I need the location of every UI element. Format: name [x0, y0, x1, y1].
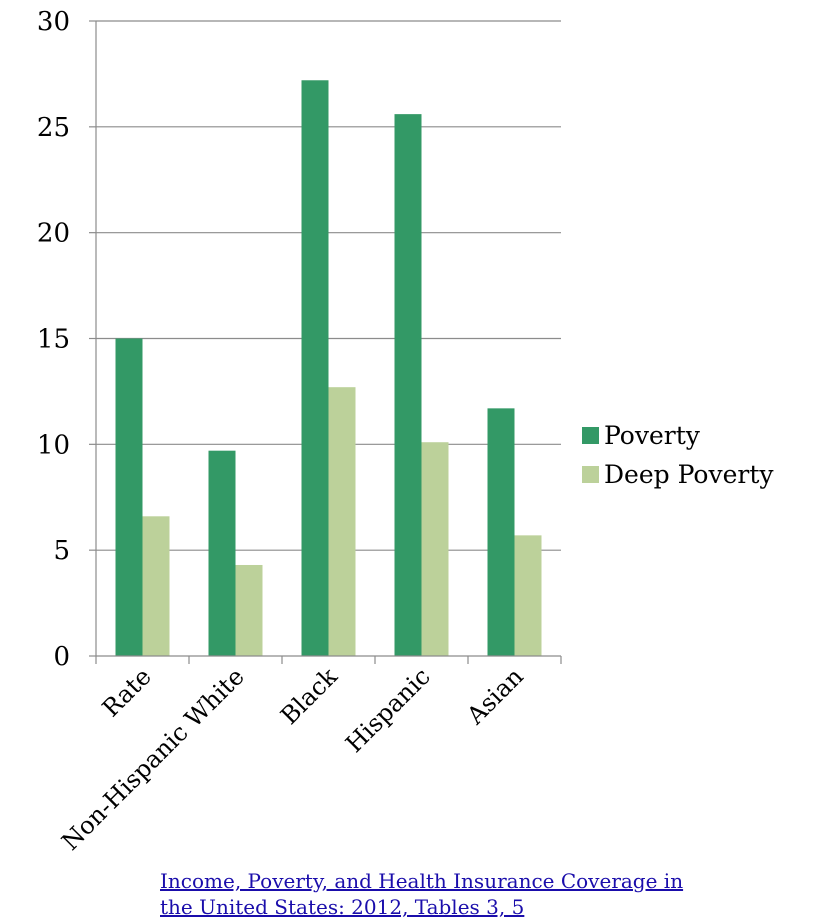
x-tick-label: Black [275, 662, 343, 730]
legend-swatch-poverty [582, 427, 599, 444]
source-link[interactable]: Income, Poverty, and Health Insurance Co… [160, 868, 683, 920]
bar-poverty-4 [487, 408, 515, 656]
y-tick-labels: 0 5 10 15 20 25 30 [37, 7, 70, 672]
source-link-line2[interactable]: the United States: 2012, Tables 3, 5 [160, 895, 525, 919]
y-tick-label: 0 [53, 642, 70, 672]
bar-poverty-3 [394, 114, 422, 657]
x-tick-label: Hispanic [340, 662, 436, 758]
legend: Poverty Deep Poverty [582, 421, 774, 489]
x-tick-label: Rate [97, 662, 157, 722]
legend-label: Poverty [604, 421, 701, 450]
bar-poverty-1 [208, 450, 236, 656]
x-tick-label: Asian [461, 662, 529, 730]
y-tick-label: 5 [53, 536, 70, 566]
y-tick-label: 10 [37, 430, 70, 460]
bars [115, 80, 542, 657]
axes [89, 20, 562, 664]
legend-swatch-deep-poverty [582, 466, 599, 483]
y-tick-label: 25 [37, 113, 70, 143]
x-tick-label: Non-Hispanic White [56, 662, 249, 855]
source-link-line1[interactable]: Income, Poverty, and Health Insurance Co… [160, 869, 684, 893]
y-tick-label: 15 [37, 325, 70, 355]
bar-poverty-2 [301, 80, 329, 657]
bar-deep-poverty-2 [328, 387, 356, 656]
y-tick-label: 30 [37, 7, 70, 37]
bar-poverty-0 [115, 338, 143, 656]
bar-deep-poverty-0 [142, 516, 170, 656]
legend-label: Deep Poverty [604, 460, 774, 489]
bar-deep-poverty-1 [235, 564, 263, 656]
bar-deep-poverty-3 [421, 442, 449, 656]
bar-deep-poverty-4 [514, 535, 542, 656]
y-tick-label: 20 [37, 219, 70, 249]
